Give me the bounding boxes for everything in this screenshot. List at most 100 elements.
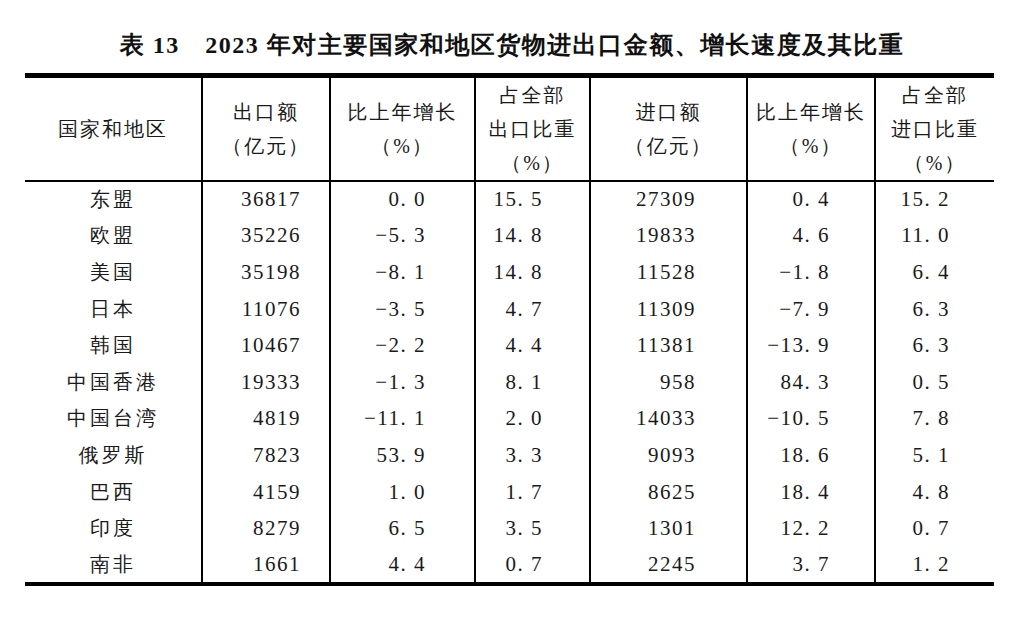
cell-export-growth: 53. 9 <box>330 437 475 474</box>
cell-import-growth: 12. 2 <box>747 510 875 547</box>
header-line: 占全部 <box>476 78 589 112</box>
cell-import-share: 6. 4 <box>875 254 994 291</box>
header-import-amount: 进口额 （亿元） <box>590 76 747 182</box>
header-line: 国家和地区 <box>25 112 201 146</box>
cell-region: 日本 <box>25 291 202 328</box>
cell-region: 东盟 <box>25 181 202 218</box>
cell-export-amount: 35198 <box>202 254 330 291</box>
cell-import-share: 0. 5 <box>875 364 994 401</box>
table-row: 俄罗斯 7823 53. 9 3. 3 9093 18. 6 5. 1 <box>25 437 994 474</box>
header-line: （%） <box>876 146 994 180</box>
cell-import-growth: 3. 7 <box>747 547 875 584</box>
table-row: 中国香港 19333 −1. 3 8. 1 958 84. 3 0. 5 <box>25 364 994 401</box>
cell-import-share: 6. 3 <box>875 327 994 364</box>
header-export-growth: 比上年增长 （%） <box>330 76 475 182</box>
table-row: 韩国 10467 −2. 2 4. 4 11381 −13. 9 6. 3 <box>25 327 994 364</box>
header-line: 占全部 <box>876 78 994 112</box>
cell-export-amount: 1661 <box>202 547 330 584</box>
cell-export-growth: 0. 0 <box>330 181 475 218</box>
cell-import-share: 11. 0 <box>875 218 994 255</box>
cell-export-amount: 35226 <box>202 218 330 255</box>
header-country-region: 国家和地区 <box>25 76 202 182</box>
cell-export-share: 4. 7 <box>475 291 590 328</box>
cell-export-share: 14. 8 <box>475 218 590 255</box>
cell-import-growth: 0. 4 <box>747 181 875 218</box>
cell-export-share: 1. 7 <box>475 474 590 511</box>
header-line: （亿元） <box>203 129 329 163</box>
cell-import-share: 15. 2 <box>875 181 994 218</box>
cell-import-amount: 14033 <box>590 401 747 438</box>
cell-import-growth: −1. 8 <box>747 254 875 291</box>
cell-export-share: 14. 8 <box>475 254 590 291</box>
cell-import-share: 5. 1 <box>875 437 994 474</box>
cell-import-amount: 1301 <box>590 510 747 547</box>
table-row: 日本 11076 −3. 5 4. 7 11309 −7. 9 6. 3 <box>25 291 994 328</box>
cell-export-amount: 10467 <box>202 327 330 364</box>
header-export-share: 占全部 出口比重 （%） <box>475 76 590 182</box>
cell-export-amount: 8279 <box>202 510 330 547</box>
cell-import-amount: 19833 <box>590 218 747 255</box>
cell-region: 印度 <box>25 510 202 547</box>
cell-import-growth: 4. 6 <box>747 218 875 255</box>
cell-export-growth: −3. 5 <box>330 291 475 328</box>
cell-export-growth: 6. 5 <box>330 510 475 547</box>
cell-import-amount: 11309 <box>590 291 747 328</box>
cell-import-growth: 18. 4 <box>747 474 875 511</box>
cell-region: 俄罗斯 <box>25 437 202 474</box>
header-line: 进口额 <box>591 95 746 129</box>
table-row: 巴西 4159 1. 0 1. 7 8625 18. 4 4. 8 <box>25 474 994 511</box>
table-title: 表 13 2023 年对主要国家和地区货物进出口金额、增长速度及其比重 <box>0 29 1024 61</box>
cell-region: 美国 <box>25 254 202 291</box>
header-row: 国家和地区 出口额 （亿元） 比上年增长 （%） 占全部 出口比重 （%） 进口… <box>25 76 994 182</box>
cell-export-amount: 36817 <box>202 181 330 218</box>
cell-export-growth: 1. 0 <box>330 474 475 511</box>
cell-region: 巴西 <box>25 474 202 511</box>
header-line: （%） <box>748 129 874 163</box>
cell-region: 中国香港 <box>25 364 202 401</box>
cell-export-share: 15. 5 <box>475 181 590 218</box>
cell-import-amount: 2245 <box>590 547 747 584</box>
table-row: 东盟 36817 0. 0 15. 5 27309 0. 4 15. 2 <box>25 181 994 218</box>
header-line: 出口额 <box>203 95 329 129</box>
header-line: （%） <box>476 146 589 180</box>
header-import-growth: 比上年增长 （%） <box>747 76 875 182</box>
page: 表 13 2023 年对主要国家和地区货物进出口金额、增长速度及其比重 国家和地… <box>0 29 1024 624</box>
cell-import-amount: 958 <box>590 364 747 401</box>
cell-export-share: 8. 1 <box>475 364 590 401</box>
header-import-share: 占全部 进口比重 （%） <box>875 76 994 182</box>
cell-import-share: 7. 8 <box>875 401 994 438</box>
cell-region: 欧盟 <box>25 218 202 255</box>
header-export-amount: 出口额 （亿元） <box>202 76 330 182</box>
cell-export-amount: 4159 <box>202 474 330 511</box>
cell-import-growth: −7. 9 <box>747 291 875 328</box>
cell-import-amount: 8625 <box>590 474 747 511</box>
cell-import-share: 4. 8 <box>875 474 994 511</box>
cell-import-share: 6. 3 <box>875 291 994 328</box>
header-line: 比上年增长 <box>331 95 474 129</box>
header-line: （亿元） <box>591 129 746 163</box>
cell-export-share: 3. 5 <box>475 510 590 547</box>
table-row: 南非 1661 4. 4 0. 7 2245 3. 7 1. 2 <box>25 547 994 584</box>
cell-region: 南非 <box>25 547 202 584</box>
cell-export-share: 2. 0 <box>475 401 590 438</box>
cell-import-amount: 9093 <box>590 437 747 474</box>
cell-import-amount: 27309 <box>590 181 747 218</box>
trade-table: 国家和地区 出口额 （亿元） 比上年增长 （%） 占全部 出口比重 （%） 进口… <box>25 73 994 586</box>
cell-region: 中国台湾 <box>25 401 202 438</box>
table-row: 欧盟 35226 −5. 3 14. 8 19833 4. 6 11. 0 <box>25 218 994 255</box>
cell-import-amount: 11381 <box>590 327 747 364</box>
cell-import-share: 1. 2 <box>875 547 994 584</box>
cell-region: 韩国 <box>25 327 202 364</box>
cell-export-growth: −5. 3 <box>330 218 475 255</box>
cell-import-amount: 11528 <box>590 254 747 291</box>
cell-export-growth: −8. 1 <box>330 254 475 291</box>
cell-import-growth: −10. 5 <box>747 401 875 438</box>
table-row: 印度 8279 6. 5 3. 5 1301 12. 2 0. 7 <box>25 510 994 547</box>
cell-export-growth: −11. 1 <box>330 401 475 438</box>
cell-import-growth: 18. 6 <box>747 437 875 474</box>
cell-export-amount: 4819 <box>202 401 330 438</box>
table-row: 美国 35198 −8. 1 14. 8 11528 −1. 8 6. 4 <box>25 254 994 291</box>
cell-import-growth: −13. 9 <box>747 327 875 364</box>
cell-import-share: 0. 7 <box>875 510 994 547</box>
cell-export-amount: 19333 <box>202 364 330 401</box>
